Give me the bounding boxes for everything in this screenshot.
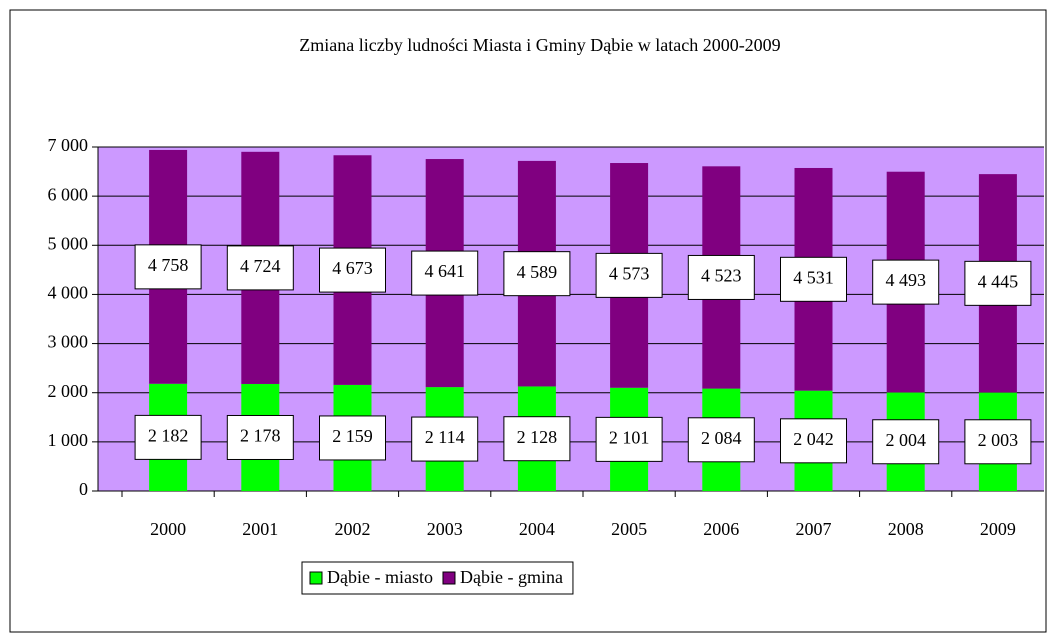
value-label-box	[503, 416, 571, 462]
value-label-box	[780, 418, 847, 464]
value-label-box	[226, 245, 294, 291]
value-label-box	[687, 417, 755, 463]
x-tick-label: 2001	[242, 519, 278, 539]
y-tick-label: 7 000	[48, 135, 89, 155]
legend-label: Dąbie - miasto	[327, 567, 433, 587]
value-label-box	[780, 256, 847, 302]
value-label: 4 589	[517, 262, 558, 282]
legend-swatch	[442, 571, 456, 585]
value-label: 2 003	[978, 430, 1019, 450]
x-tick-label: 2008	[888, 519, 924, 539]
value-label: 2 042	[793, 429, 834, 449]
y-tick-label: 4 000	[48, 283, 89, 303]
value-label: 4 641	[424, 261, 465, 281]
x-tick-label: 2003	[427, 519, 463, 539]
value-label-box	[411, 250, 479, 296]
y-tick-label: 5 000	[48, 233, 89, 253]
value-label: 2 084	[701, 428, 742, 448]
value-label: 4 573	[609, 264, 650, 284]
y-tick-label: 3 000	[48, 332, 89, 352]
value-label: 2 101	[609, 428, 650, 448]
value-label-box	[411, 416, 479, 462]
value-label: 4 673	[332, 258, 373, 278]
value-label-box	[687, 254, 755, 300]
x-tick-label: 2007	[796, 519, 832, 539]
value-label: 2 114	[425, 427, 465, 447]
value-label: 2 182	[148, 426, 189, 446]
value-label-box	[595, 416, 663, 462]
x-tick-label: 2009	[980, 519, 1016, 539]
y-tick-label: 2 000	[48, 381, 89, 401]
value-label: 4 493	[885, 270, 926, 290]
legend-label: Dąbie - gmina	[460, 567, 563, 587]
chart-title: Zmiana liczby ludności Miasta i Gminy Dą…	[299, 35, 780, 55]
y-tick-label: 0	[79, 479, 88, 499]
value-label-box	[319, 247, 386, 293]
x-tick-label: 2004	[519, 519, 555, 539]
value-label: 4 531	[793, 267, 834, 287]
value-label: 4 758	[148, 255, 189, 275]
value-label-box	[595, 252, 663, 298]
value-label-box	[134, 414, 202, 460]
value-label: 2 178	[240, 426, 281, 446]
x-tick-label: 2005	[611, 519, 647, 539]
legend-box	[301, 561, 574, 595]
value-label-box	[964, 260, 1032, 306]
value-label: 4 523	[701, 266, 742, 286]
value-label: 4 724	[240, 256, 281, 276]
x-tick-label: 2002	[335, 519, 371, 539]
value-label-box	[872, 419, 940, 465]
value-label: 2 159	[332, 426, 373, 446]
value-label-box	[503, 251, 571, 297]
value-label: 2 128	[517, 427, 558, 447]
value-label-box	[964, 419, 1032, 465]
value-label: 2 004	[885, 430, 926, 450]
value-label-box	[319, 415, 386, 461]
value-label-box	[134, 244, 202, 290]
legend-swatch	[309, 571, 323, 585]
value-label-box	[872, 259, 940, 305]
value-label: 4 445	[978, 271, 1019, 291]
y-tick-label: 1 000	[48, 430, 89, 450]
x-tick-label: 2006	[703, 519, 739, 539]
x-tick-label: 2000	[150, 519, 186, 539]
value-label-box	[226, 414, 294, 460]
y-tick-label: 6 000	[48, 184, 89, 204]
